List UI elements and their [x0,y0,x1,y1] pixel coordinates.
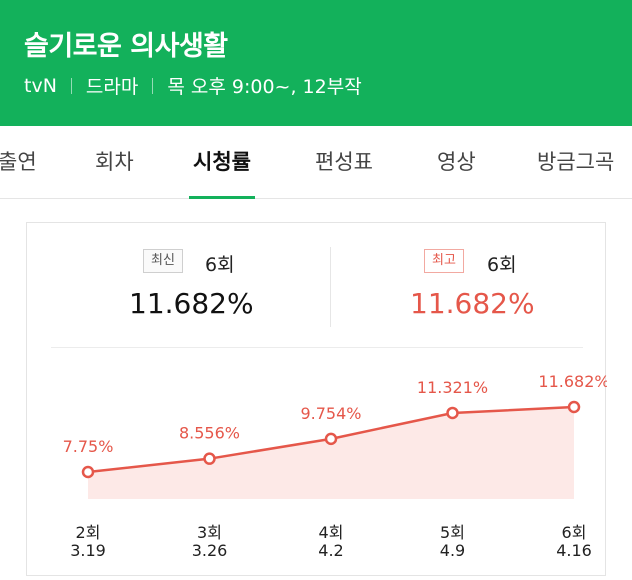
tab-schedule[interactable]: 편성표 [315,150,373,174]
latest-rating-value: 11.682% [129,287,254,320]
x-tick-episode: 6회 [561,523,587,542]
x-tick-episode: 3회 [197,523,222,542]
meta-divider [152,77,154,94]
ratings-chart: 7.75% 8.556% 9.754% 11.321% 11.682% [63,372,607,499]
tab-bar: 출연 회차 시청률 편성표 영상 방금그곡 [0,126,632,199]
channel-label[interactable]: tvN [24,74,57,97]
tab-songs[interactable]: 방금그곡 [537,150,615,174]
summary-divider [330,247,331,327]
program-title: 슬기로운 의사생활 [24,31,228,62]
x-tick-episode: 5회 [440,523,465,542]
tab-episodes[interactable]: 회차 [95,150,134,174]
x-tick-episode: 2회 [75,523,101,542]
data-label: 11.321% [417,378,488,397]
latest-episode: 6회 [205,254,235,276]
schedule-label: 목 오후 9:00~, 12부작 [167,76,362,98]
data-point[interactable] [567,400,581,414]
best-episode: 6회 [487,254,517,276]
data-point[interactable] [446,406,459,420]
program-meta: tvN 드라마 목 오후 9:00~, 12부작 [24,72,362,99]
data-label: 7.75% [63,437,114,456]
meta-divider [70,77,72,94]
x-tick-episode: 4회 [318,523,344,542]
best-rating-value: 11.682% [410,287,535,320]
x-tick-date: 3.19 [70,541,106,560]
tab-videos[interactable]: 영상 [437,150,476,174]
best-badge: 최고 [424,249,464,273]
x-tick-date: 4.16 [556,541,592,560]
x-tick-date: 4.9 [439,541,466,560]
data-label: 11.682% [538,372,607,391]
latest-badge: 최신 [143,249,183,273]
data-point[interactable] [324,432,338,446]
tab-cast[interactable]: 출연 [0,150,37,174]
data-label: 8.556% [179,424,240,443]
x-tick-date: 4.2 [318,541,344,560]
genre-label: 드라마 [85,76,139,98]
chart-top-divider [51,347,583,348]
data-label: 9.754% [300,404,361,423]
tab-ratings[interactable]: 시청률 [189,126,255,199]
program-header: 슬기로운 의사생활 tvN 드라마 목 오후 9:00~, 12부작 [0,0,632,126]
data-point[interactable] [203,452,216,465]
ratings-card: 최신 6회 11.682% 최고 6회 11.682% 7.75% 8.556% 9… [26,222,607,576]
data-point[interactable] [81,465,95,479]
x-tick-date: 3.26 [191,541,228,560]
ratings-area [88,407,574,499]
